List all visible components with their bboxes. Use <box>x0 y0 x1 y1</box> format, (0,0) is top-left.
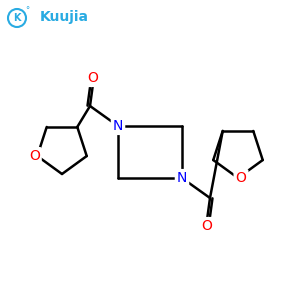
Text: K: K <box>13 13 21 23</box>
Text: O: O <box>236 171 246 185</box>
Text: O: O <box>202 219 212 233</box>
Text: °: ° <box>25 7 29 16</box>
Text: Kuujia: Kuujia <box>40 10 89 24</box>
Text: N: N <box>177 171 187 185</box>
Text: O: O <box>29 149 40 163</box>
Text: O: O <box>88 71 98 85</box>
Text: N: N <box>113 119 123 133</box>
